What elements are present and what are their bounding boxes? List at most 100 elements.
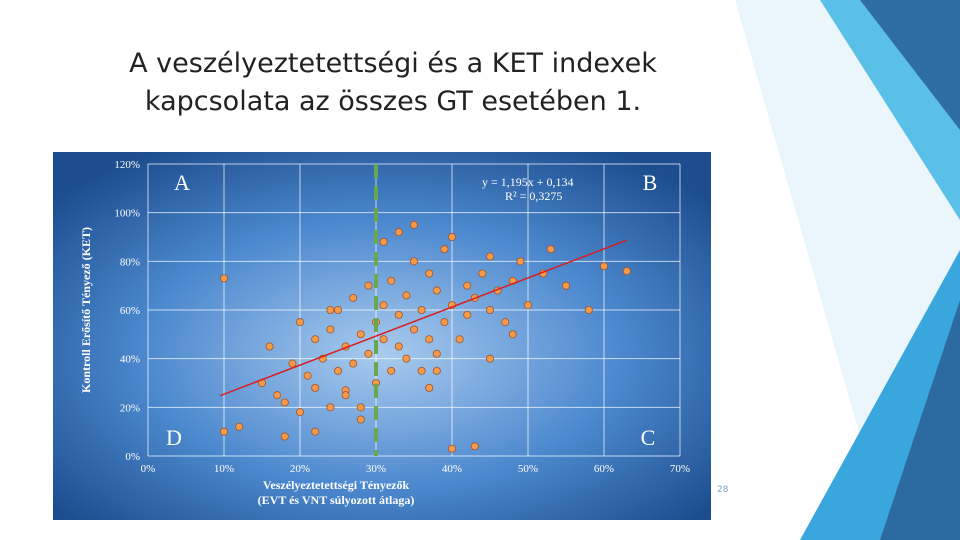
scatter-point — [394, 342, 403, 351]
scatter-point — [447, 232, 456, 241]
scatter-point — [501, 318, 510, 327]
x-tick-label: 40% — [442, 463, 462, 475]
equation: y = 1,195x + 0,134 — [482, 175, 574, 189]
scatter-point — [516, 257, 525, 266]
scatter-point — [219, 274, 228, 283]
scatter-point — [379, 237, 388, 246]
scatter-point — [600, 262, 609, 271]
scatter-point — [311, 427, 320, 436]
scatter-point — [333, 305, 342, 314]
scatter-point — [349, 293, 358, 302]
scatter-point — [303, 371, 312, 380]
scatter-point — [425, 269, 434, 278]
scatter-point — [508, 330, 517, 339]
scatter-point — [432, 366, 441, 375]
scatter-point — [394, 310, 403, 319]
scatter-point — [417, 366, 426, 375]
scatter-point — [485, 305, 494, 314]
slide-title: kapcsolata az összes GT esetében 1. — [145, 86, 641, 117]
scatter-point — [440, 318, 449, 327]
slide-title: A veszélyeztetettségi és a KET indexek — [129, 48, 657, 79]
y-tick-label: 20% — [120, 402, 140, 414]
scatter-point — [485, 354, 494, 363]
scatter-point — [356, 415, 365, 424]
x-tick-label: 20% — [290, 463, 310, 475]
x-tick-label: 70% — [670, 463, 690, 475]
x-axis-label: Veszélyeztetettségi Tényezők — [263, 478, 410, 492]
scatter-point — [425, 335, 434, 344]
scatter-point — [311, 335, 320, 344]
quadrant-label: D — [166, 425, 182, 450]
x-axis-label: (EVT és VNT súlyozott átlaga) — [258, 493, 415, 507]
y-axis-label: Kontroll Erősítő Tényező (KET) — [79, 227, 93, 393]
scatter-point — [311, 383, 320, 392]
scatter-point — [524, 301, 533, 310]
scatter-point — [409, 325, 418, 334]
scatter-point — [356, 330, 365, 339]
plot: 0% 20% 40% 60% 80% 100% 120% 0% 10% 20% 30% 40% 50% 6… — [114, 159, 690, 475]
r-squared: R² = 0,3275 — [505, 189, 562, 203]
scatter-point — [470, 442, 479, 451]
y-tick-label: 40% — [120, 354, 140, 366]
scatter-point — [235, 422, 244, 431]
scatter-point — [447, 444, 456, 453]
scatter-point — [341, 391, 350, 400]
scatter-point — [295, 408, 304, 417]
scatter-point — [387, 366, 396, 375]
scatter-point — [349, 359, 358, 368]
scatter-point — [326, 325, 335, 334]
scatter-point — [402, 291, 411, 300]
page-number: 28 — [717, 485, 729, 495]
scatter-point — [546, 245, 555, 254]
quadrant-label: A — [174, 170, 190, 195]
scatter-point — [432, 349, 441, 358]
scatter-point — [463, 310, 472, 319]
scatter-point — [485, 252, 494, 261]
scatter-point — [280, 398, 289, 407]
scatter-point — [394, 228, 403, 237]
scatter-point — [455, 335, 464, 344]
scatter-point — [288, 359, 297, 368]
x-tick-label: 60% — [594, 463, 614, 475]
y-tick-label: 100% — [114, 208, 140, 220]
deco — [880, 300, 960, 540]
scatter-point — [364, 281, 373, 290]
scatter-point — [333, 366, 342, 375]
trendline — [219, 239, 628, 397]
scatter-point — [425, 383, 434, 392]
y-tick-label: 60% — [120, 305, 140, 317]
scatter-point — [463, 281, 472, 290]
scatter-point — [280, 432, 289, 441]
scatter-point — [409, 220, 418, 229]
scatter-point — [478, 269, 487, 278]
y-tick-label: 0% — [125, 451, 140, 463]
x-tick-label: 10% — [214, 463, 234, 475]
scatter-point — [356, 403, 365, 412]
x-tick-label: 50% — [518, 463, 538, 475]
scatter-point — [379, 301, 388, 310]
deco — [860, 0, 960, 130]
y-tick-label: 80% — [120, 256, 140, 268]
scatter-point — [364, 349, 373, 358]
scatter-point — [326, 403, 335, 412]
x-tick-label: 0% — [141, 463, 156, 475]
scatter-point — [584, 305, 593, 314]
scatter-point — [265, 342, 274, 351]
quadrant-label: C — [641, 425, 656, 450]
scatter-point — [562, 281, 571, 290]
y-tick-label: 120% — [114, 159, 140, 171]
scatter-point — [622, 267, 631, 276]
scatter-point — [326, 305, 335, 314]
scatter-point — [417, 305, 426, 314]
scatter-point — [387, 276, 396, 285]
scatter-point — [273, 391, 282, 400]
quadrant-label: B — [643, 170, 658, 195]
scatter-point — [219, 427, 228, 436]
scatter-point — [432, 286, 441, 295]
scatter-point — [295, 318, 304, 327]
scatter-point — [379, 335, 388, 344]
scatter-point — [440, 245, 449, 254]
scatter-point — [402, 354, 411, 363]
x-tick-label: 30% — [366, 463, 386, 475]
